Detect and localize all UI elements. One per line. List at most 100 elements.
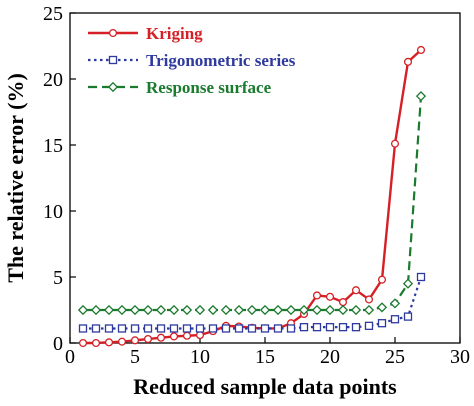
data-point xyxy=(402,278,414,289)
data-point xyxy=(143,324,153,333)
data-point xyxy=(169,332,179,341)
data-point xyxy=(117,324,127,333)
y-tick-label: 15 xyxy=(43,135,63,157)
data-point xyxy=(220,304,232,316)
data-point xyxy=(117,337,127,346)
legend-label: Trigonometric series xyxy=(146,51,296,70)
data-point xyxy=(207,304,219,316)
x-tick-label: 15 xyxy=(255,346,275,368)
data-point xyxy=(208,324,218,333)
legend-label: Kriging xyxy=(146,24,203,43)
legend-item: Trigonometric series xyxy=(88,51,296,70)
data-point xyxy=(298,304,310,316)
x-tick-label: 30 xyxy=(450,346,470,368)
data-point xyxy=(90,304,102,316)
data-point xyxy=(108,55,118,65)
data-point xyxy=(324,304,336,316)
y-tick-label: 25 xyxy=(43,3,63,25)
data-point xyxy=(350,304,362,316)
data-point xyxy=(363,304,375,316)
data-point xyxy=(259,304,271,316)
axis-ticks: 0 5 10 15 20 25 30 0 5 10 15 20 25 xyxy=(43,3,470,368)
data-point xyxy=(415,91,427,102)
data-point xyxy=(351,286,361,295)
data-point xyxy=(233,304,245,316)
data-point xyxy=(168,304,180,316)
legend-item: Response surface xyxy=(88,78,272,97)
data-point xyxy=(129,304,141,316)
data-point xyxy=(376,302,388,313)
data-point xyxy=(130,324,140,333)
data-point xyxy=(312,291,322,300)
data-point xyxy=(272,304,284,316)
data-point xyxy=(107,81,119,93)
series-line xyxy=(83,96,423,312)
data-point xyxy=(377,275,387,284)
data-point xyxy=(195,331,205,340)
data-point xyxy=(403,312,413,321)
data-point xyxy=(156,324,166,333)
data-point xyxy=(116,304,128,316)
data-point xyxy=(78,324,88,333)
y-tick-label: 20 xyxy=(43,69,63,91)
data-point xyxy=(104,324,114,333)
x-tick-label: 10 xyxy=(190,346,210,368)
data-point xyxy=(130,336,140,345)
data-point xyxy=(299,323,309,332)
data-point xyxy=(364,295,374,304)
data-point xyxy=(338,298,348,307)
data-point xyxy=(142,304,154,316)
data-point xyxy=(390,315,400,324)
data-point xyxy=(351,323,361,332)
y-axis-title: The relative error (%) xyxy=(3,73,28,283)
legend-label: Response surface xyxy=(146,78,272,97)
legend: Kriging Trigonometric series Response surf… xyxy=(88,24,296,97)
y-tick-label: 10 xyxy=(43,201,63,223)
data-point xyxy=(155,304,167,316)
data-point xyxy=(194,304,206,316)
data-point xyxy=(181,304,193,316)
data-point xyxy=(325,323,335,332)
legend-item: Kriging xyxy=(88,24,203,43)
y-tick-label: 5 xyxy=(53,267,63,289)
x-tick-label: 5 xyxy=(130,346,140,368)
data-point xyxy=(286,324,296,333)
data-point xyxy=(273,324,283,333)
data-point xyxy=(182,331,192,340)
data-point xyxy=(182,324,192,333)
x-tick-label: 0 xyxy=(65,346,75,368)
data-point xyxy=(416,45,426,55)
data-point xyxy=(108,28,118,38)
data-point xyxy=(246,304,258,316)
data-point xyxy=(285,304,297,316)
data-point xyxy=(91,324,101,333)
series-response-surface xyxy=(77,91,427,316)
data-point xyxy=(389,298,401,309)
data-point xyxy=(103,304,115,316)
data-point xyxy=(156,333,166,342)
data-point xyxy=(338,323,348,332)
series-trigonometric-series xyxy=(78,272,426,333)
data-point xyxy=(337,304,349,316)
x-axis-title: Reduced sample data points xyxy=(133,374,397,399)
data-point xyxy=(311,304,323,316)
data-point xyxy=(195,324,205,333)
x-tick-label: 25 xyxy=(385,346,405,368)
data-point xyxy=(77,304,89,316)
data-point xyxy=(312,323,322,332)
data-point xyxy=(221,324,231,333)
y-tick-label: 0 xyxy=(53,333,63,355)
data-point xyxy=(247,324,257,333)
data-point xyxy=(104,338,114,347)
data-point xyxy=(416,272,426,282)
data-point xyxy=(260,324,270,333)
data-point xyxy=(325,292,335,301)
series-layer xyxy=(77,45,427,348)
data-point xyxy=(78,338,88,348)
data-point xyxy=(377,319,387,328)
data-point xyxy=(364,321,374,330)
data-point xyxy=(143,334,153,344)
data-point xyxy=(169,324,179,333)
data-point xyxy=(91,338,101,348)
